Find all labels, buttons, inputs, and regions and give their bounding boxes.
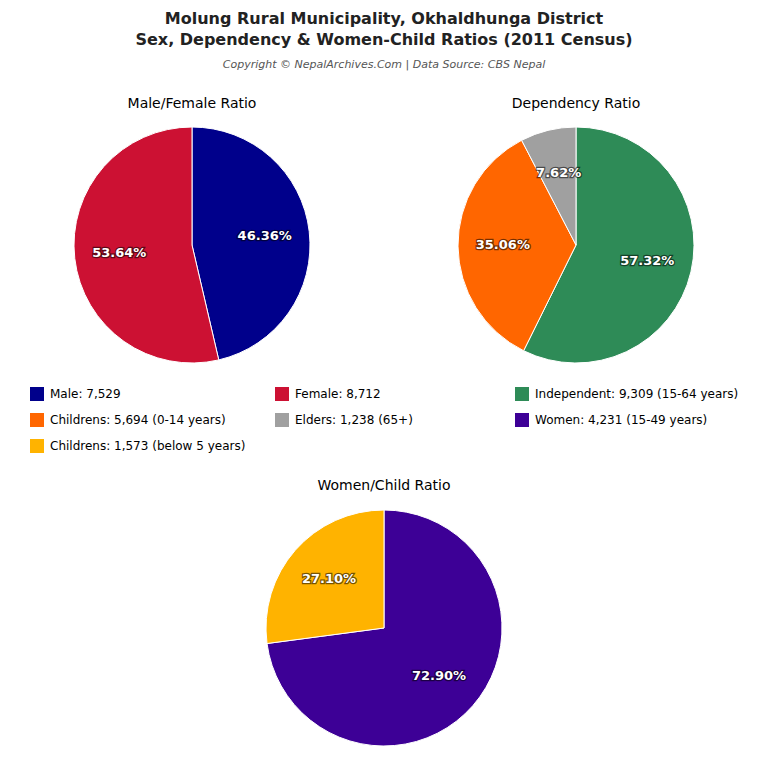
legend-label: Childrens: 1,573 (below 5 years) [50,439,245,453]
legend-item: Women: 4,231 (15-49 years) [515,413,707,428]
data-labels: 57.32% 35.06% 7.62% [476,165,675,268]
data-labels: 72.90% 27.10% [302,571,466,682]
data-label: 53.64% [92,245,146,260]
pie-chart: Women/Child Ratio 72.90% 27.10% [266,477,502,746]
legend-label: Women: 4,231 (15-49 years) [535,413,707,427]
legend-item: Independent: 9,309 (15-64 years) [515,387,738,402]
chart-title: Dependency Ratio [512,95,641,111]
pie-chart: Dependency Ratio 57.32% 35.06% 7.62% [458,95,694,363]
legend-item: Elders: 1,238 (65+) [275,413,413,428]
slice [74,127,219,363]
legend-item: Childrens: 1,573 (below 5 years) [30,439,245,454]
title: Sex, Dependency & Women-Child Ratios (20… [135,30,632,49]
data-label: 72.90% [412,668,466,683]
title: Molung Rural Municipality, Okhaldhunga D… [165,9,604,28]
legend-swatch [275,413,289,427]
legend-label: Male: 7,529 [50,387,121,401]
legend-swatch [515,413,529,427]
slices [458,127,694,363]
legend-label: Independent: 9,309 (15-64 years) [535,387,738,401]
legend-item: Male: 7,529 [30,387,121,402]
slices [74,127,310,363]
legend: Male: 7,529 Female: 8,712 Independent: 9,3… [30,387,738,454]
legend-swatch [30,387,44,401]
legend-label: Elders: 1,238 (65+) [295,413,413,427]
data-label: 27.10% [302,571,356,586]
slice [522,127,576,245]
data-labels: 46.36% 53.64% [92,228,292,260]
data-label: 57.32% [620,253,674,268]
chart-title: Women/Child Ratio [317,477,450,493]
chart: Molung Rural Municipality, Okhaldhunga D… [0,0,768,768]
legend-swatch [30,439,44,453]
legend-label: Childrens: 5,694 (0-14 years) [50,413,226,427]
subtitle: Copyright © NepalArchives.Com | Data Sou… [223,58,545,71]
data-label: 46.36% [238,228,292,243]
data-label: 35.06% [476,237,530,252]
legend-swatch [275,387,289,401]
legend-item: Female: 8,712 [275,387,381,402]
chart-title: Male/Female Ratio [128,95,257,111]
legend-swatch [515,387,529,401]
slices [266,510,502,746]
slice [266,510,384,644]
legend-item: Childrens: 5,694 (0-14 years) [30,413,226,428]
legend-label: Female: 8,712 [295,387,381,401]
legend-swatch [30,413,44,427]
data-label: 7.62% [536,165,581,180]
pie-chart: Male/Female Ratio 46.36% 53.64% [74,95,310,363]
